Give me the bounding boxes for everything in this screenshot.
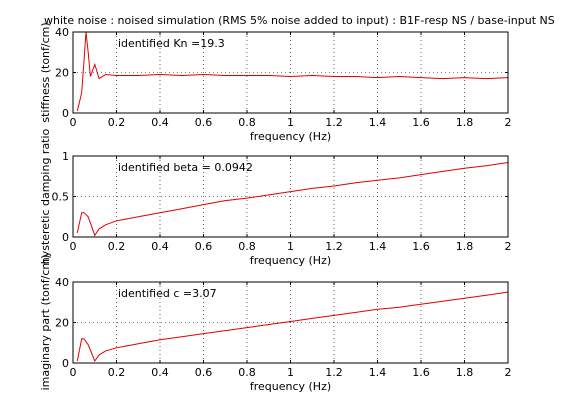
x-tick-label: 1.6 bbox=[412, 240, 430, 253]
y-tick-label: 0 bbox=[62, 107, 69, 120]
series-line bbox=[76, 32, 508, 112]
x-tick-label: 0.8 bbox=[238, 240, 256, 253]
x-axis-label: frequency (Hz) bbox=[250, 130, 331, 143]
y-tick-label: 0 bbox=[62, 231, 69, 244]
chart-panel-1: 0 0.2 0.4 0.6 0.8 1 1.2 1.4 1.6 1.8 202040identifi… bbox=[39, 22, 512, 143]
x-tick-label: 0.8 bbox=[238, 116, 256, 129]
x-tick-label: 0.4 bbox=[151, 116, 169, 129]
x-tick-label: 0.2 bbox=[108, 240, 126, 253]
axes-box bbox=[72, 281, 509, 364]
x-tick-label: 1.2 bbox=[325, 240, 343, 253]
identified-value-annotation: identified beta = 0.0942 bbox=[118, 161, 253, 174]
x-tick-label: 0.6 bbox=[195, 240, 213, 253]
x-tick-label: 1 bbox=[287, 366, 294, 379]
axes-box bbox=[72, 155, 509, 238]
x-tick-label: 1.2 bbox=[325, 116, 343, 129]
figure-title: white noise : noised simulation (RMS 5% … bbox=[44, 14, 555, 27]
x-tick-label: 0.6 bbox=[195, 366, 213, 379]
y-tick-label: 1 bbox=[62, 150, 69, 163]
x-tick-label: 2 bbox=[505, 366, 512, 379]
identified-value-annotation: identified c =3.07 bbox=[118, 287, 217, 300]
x-tick-label: 1.4 bbox=[369, 366, 387, 379]
x-tick-label: 0.8 bbox=[238, 366, 256, 379]
x-tick-label: 0.2 bbox=[108, 366, 126, 379]
x-axis-label: frequency (Hz) bbox=[250, 254, 331, 267]
x-tick-label: 2 bbox=[505, 240, 512, 253]
x-tick-label: 1.2 bbox=[325, 366, 343, 379]
x-tick-label: 1 bbox=[287, 116, 294, 129]
y-axis-label: hysteretic damping ratio bbox=[39, 128, 52, 264]
series-line bbox=[76, 291, 508, 363]
x-tick-label: 1.4 bbox=[369, 116, 387, 129]
x-tick-label: 1.8 bbox=[456, 366, 474, 379]
y-tick-label: 20 bbox=[55, 67, 69, 80]
y-tick-label: 20 bbox=[55, 317, 69, 330]
series-line bbox=[76, 162, 508, 237]
x-tick-label: 1.8 bbox=[456, 240, 474, 253]
axes-box bbox=[72, 31, 509, 114]
x-tick-label: 0.4 bbox=[151, 240, 169, 253]
x-tick-label: 1.6 bbox=[412, 366, 430, 379]
x-axis-label: frequency (Hz) bbox=[250, 380, 331, 393]
y-axis-label: stiffness (tonf/cm) bbox=[39, 22, 52, 122]
y-tick-label: 0 bbox=[62, 357, 69, 370]
x-tick-label: 2 bbox=[505, 116, 512, 129]
y-tick-label: 0.5 bbox=[52, 191, 70, 204]
x-tick-label: 1.6 bbox=[412, 116, 430, 129]
chart-panel-2: 0 0.2 0.4 0.6 0.8 1 1.2 1.4 1.6 1.8 2 0 0.5 1 identifi… bbox=[39, 128, 512, 267]
x-tick-label: 0 bbox=[70, 116, 77, 129]
identified-value-annotation: identified Kn =19.3 bbox=[118, 37, 225, 50]
x-tick-label: 0.4 bbox=[151, 366, 169, 379]
x-tick-label: 1 bbox=[287, 240, 294, 253]
x-tick-label: 0.6 bbox=[195, 116, 213, 129]
y-tick-label: 40 bbox=[55, 26, 69, 39]
x-tick-label: 1.4 bbox=[369, 240, 387, 253]
chart-panel-3: 0 0.2 0.4 0.6 0.8 1 1.2 1.4 1.6 1.8 202040identifi… bbox=[39, 255, 512, 393]
y-tick-label: 40 bbox=[55, 276, 69, 289]
x-tick-label: 1.8 bbox=[456, 116, 474, 129]
x-tick-label: 0.2 bbox=[108, 116, 126, 129]
y-axis-label: imaginary part (tonf/cm) bbox=[39, 255, 52, 391]
x-tick-label: 0 bbox=[70, 366, 77, 379]
x-tick-label: 0 bbox=[70, 240, 77, 253]
